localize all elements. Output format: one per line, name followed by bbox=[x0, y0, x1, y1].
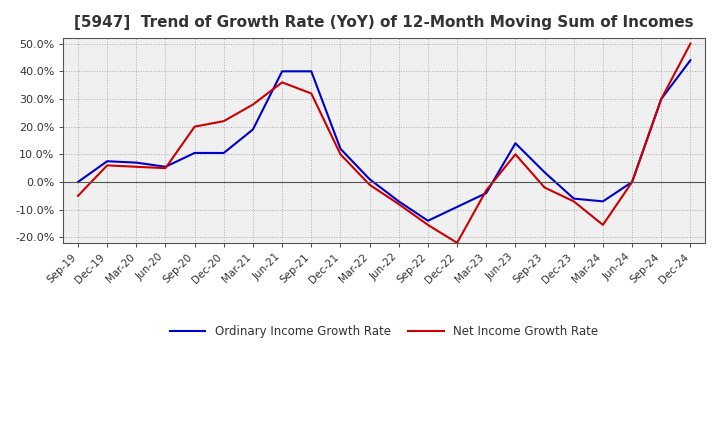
Ordinary Income Growth Rate bbox=[540, 170, 549, 175]
Ordinary Income Growth Rate bbox=[570, 196, 578, 201]
Ordinary Income Growth Rate bbox=[73, 180, 82, 185]
Net Income Growth Rate bbox=[686, 41, 695, 46]
Net Income Growth Rate bbox=[628, 180, 636, 185]
Net Income Growth Rate bbox=[453, 240, 462, 246]
Ordinary Income Growth Rate bbox=[395, 199, 403, 204]
Net Income Growth Rate bbox=[570, 199, 578, 204]
Ordinary Income Growth Rate bbox=[453, 204, 462, 209]
Legend: Ordinary Income Growth Rate, Net Income Growth Rate: Ordinary Income Growth Rate, Net Income … bbox=[165, 320, 603, 343]
Ordinary Income Growth Rate bbox=[103, 158, 112, 164]
Ordinary Income Growth Rate bbox=[686, 58, 695, 63]
Net Income Growth Rate bbox=[220, 118, 228, 124]
Net Income Growth Rate bbox=[278, 80, 287, 85]
Ordinary Income Growth Rate bbox=[482, 191, 490, 196]
Net Income Growth Rate bbox=[103, 163, 112, 168]
Line: Ordinary Income Growth Rate: Ordinary Income Growth Rate bbox=[78, 60, 690, 221]
Line: Net Income Growth Rate: Net Income Growth Rate bbox=[78, 44, 690, 243]
Net Income Growth Rate bbox=[73, 193, 82, 198]
Ordinary Income Growth Rate bbox=[132, 160, 140, 165]
Ordinary Income Growth Rate bbox=[628, 180, 636, 185]
Net Income Growth Rate bbox=[657, 96, 665, 102]
Ordinary Income Growth Rate bbox=[190, 150, 199, 156]
Ordinary Income Growth Rate bbox=[365, 176, 374, 182]
Net Income Growth Rate bbox=[511, 152, 520, 157]
Net Income Growth Rate bbox=[365, 182, 374, 187]
Ordinary Income Growth Rate bbox=[511, 141, 520, 146]
Ordinary Income Growth Rate bbox=[307, 69, 315, 74]
Net Income Growth Rate bbox=[540, 185, 549, 190]
Net Income Growth Rate bbox=[423, 222, 432, 227]
Net Income Growth Rate bbox=[132, 164, 140, 169]
Ordinary Income Growth Rate bbox=[657, 96, 665, 102]
Net Income Growth Rate bbox=[307, 91, 315, 96]
Net Income Growth Rate bbox=[161, 165, 170, 171]
Net Income Growth Rate bbox=[598, 222, 607, 227]
Ordinary Income Growth Rate bbox=[220, 150, 228, 156]
Net Income Growth Rate bbox=[482, 187, 490, 193]
Ordinary Income Growth Rate bbox=[598, 199, 607, 204]
Ordinary Income Growth Rate bbox=[423, 218, 432, 224]
Net Income Growth Rate bbox=[336, 152, 345, 157]
Ordinary Income Growth Rate bbox=[248, 127, 257, 132]
Net Income Growth Rate bbox=[248, 102, 257, 107]
Title: [5947]  Trend of Growth Rate (YoY) of 12-Month Moving Sum of Incomes: [5947] Trend of Growth Rate (YoY) of 12-… bbox=[74, 15, 694, 30]
Ordinary Income Growth Rate bbox=[161, 164, 170, 169]
Ordinary Income Growth Rate bbox=[278, 69, 287, 74]
Ordinary Income Growth Rate bbox=[336, 146, 345, 151]
Net Income Growth Rate bbox=[190, 124, 199, 129]
Net Income Growth Rate bbox=[395, 202, 403, 207]
